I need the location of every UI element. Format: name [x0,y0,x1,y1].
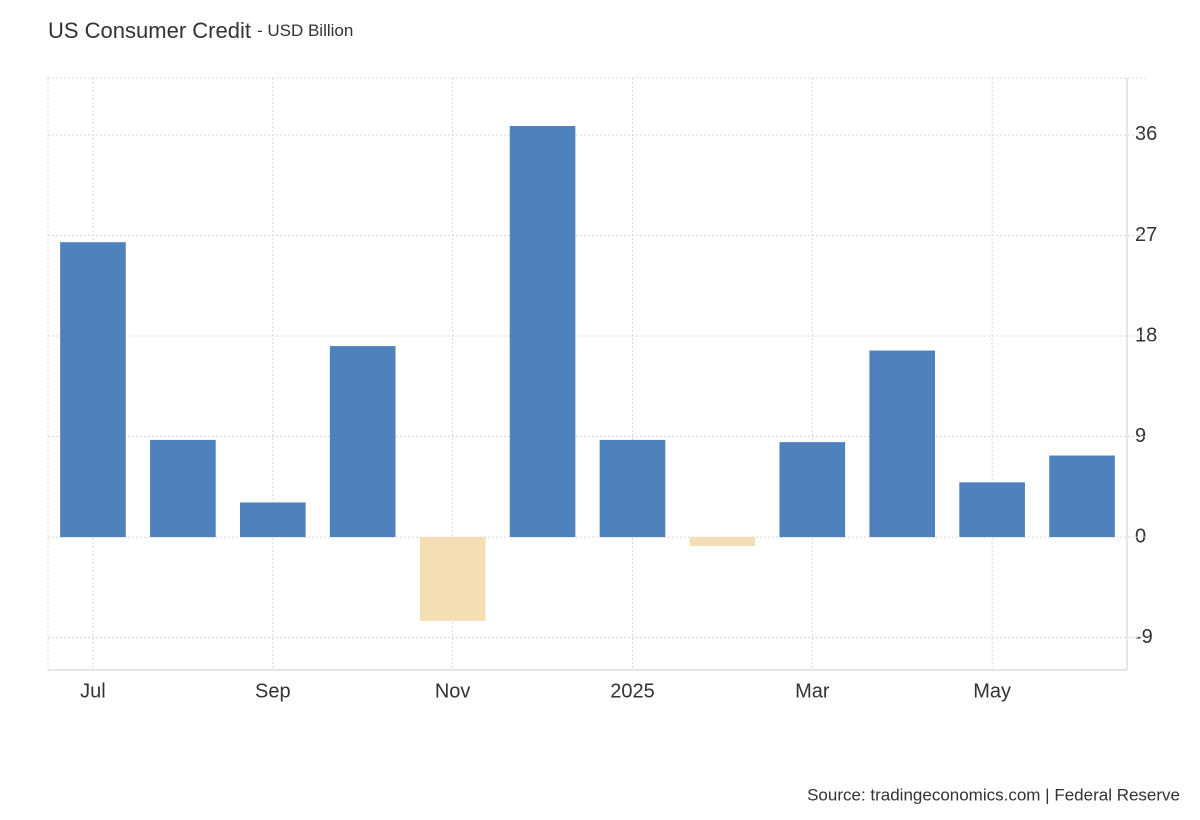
bar [329,346,396,538]
title: US Consumer Credit [48,18,251,43]
x-tick-label: Sep [255,680,291,702]
y-tick-label: 18 [1135,324,1157,346]
x-tick-label: Nov [435,680,471,702]
bar [689,537,756,547]
y-tick-label: 9 [1135,425,1146,447]
chart-title: US Consumer Credit - USD Billion [48,18,353,43]
y-tick-label: -9 [1135,626,1153,648]
bar [869,350,936,538]
bar [1049,455,1115,538]
bar [60,242,126,538]
bar [959,482,1025,538]
bar [239,502,306,538]
bar [509,126,576,538]
bar [150,439,216,538]
y-tick-label: 27 [1135,224,1157,246]
bar [419,537,486,621]
x-tick-label: 2025 [610,680,655,702]
x-tick-label: Jul [80,680,106,702]
subtitle: - USD Billion [257,21,353,40]
y-tick-label: 36 [1135,123,1157,145]
bar [599,439,666,538]
source: Source: tradingeconomics.com | Federal R… [807,785,1180,804]
y-tick-label: 0 [1135,525,1146,547]
bar [779,442,846,538]
x-tick-label: May [973,680,1011,702]
x-tick-label: Mar [795,680,830,702]
